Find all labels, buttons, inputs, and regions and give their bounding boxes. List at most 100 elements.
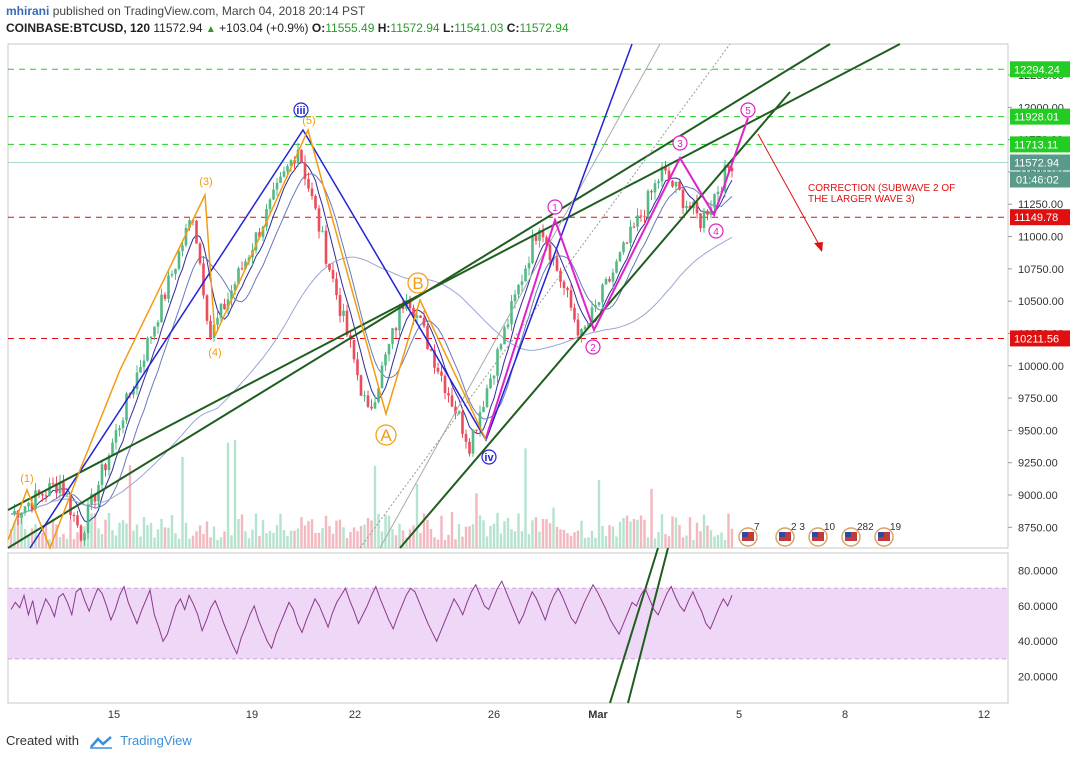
candle-body [300,149,303,163]
tradingview-link[interactable]: TradingView [120,733,192,748]
candle-body [632,226,636,228]
candle-body [342,310,345,316]
volume-bar [650,488,653,548]
symbol-label[interactable]: COINBASE:BTCUSD, 120 [6,21,151,35]
volume-bar [230,535,233,548]
candle-body [317,208,321,232]
x-tick-label: 12 [978,709,990,721]
volume-bar [622,517,625,548]
volume-bar [419,533,422,548]
volume-bar [177,538,181,548]
candle-body [639,215,643,217]
volume-bar [706,525,709,548]
volume-bar [482,520,485,548]
volume-bar [237,518,240,548]
open-label: O: [311,21,326,35]
volume-bar [114,535,118,548]
volume-bar [408,529,412,548]
flag-canton-icon [742,532,748,537]
price-label-box [1010,330,1070,347]
candle-body [205,295,209,321]
rsi-tick-label: 40.0000 [1018,636,1058,648]
candle-body [401,306,405,309]
volume-bar [583,538,587,548]
candle-body [13,510,16,515]
volume-bar [629,521,632,548]
candle-body [415,315,419,318]
volume-bar [240,514,244,548]
candle-body [587,322,590,327]
volume-bar [685,535,688,548]
candle-body [384,354,387,366]
moving-average-line [10,237,733,516]
y-tick-label: 11250.00 [1018,199,1063,211]
volume-bar [328,526,331,548]
candle-body [429,348,433,351]
rsi-tick-label: 20.0000 [1018,672,1058,684]
candle-body [51,483,55,485]
candle-body [478,411,482,430]
low-value: 11541.03 [454,21,504,35]
candle-body [72,515,76,517]
candle-body [307,178,310,189]
volume-bar [69,519,72,548]
volume-bar [107,512,111,548]
candle-body [258,232,261,238]
candle-body [657,181,660,184]
candle-body [202,263,205,296]
wave-label: 1 [552,203,558,214]
y-tick-label: 10750.00 [1018,264,1064,276]
volume-bar [366,517,370,548]
candle-body [520,281,524,285]
candle-body [702,210,706,229]
wave-label-ring [740,102,756,118]
author-name[interactable]: mhirani [6,4,50,18]
volume-bar [436,539,440,548]
volume-bar [265,533,268,548]
close-label: C: [506,21,520,35]
candle-body [41,494,44,496]
x-tick-label: Mar [588,709,608,721]
wave-label-ring [585,339,601,355]
volume-bar [286,535,289,548]
candle-body [30,502,34,510]
volume-bar [293,530,296,548]
green-rsi-line-2 [627,547,669,704]
candle-body [608,279,611,282]
volume-bar [300,517,303,548]
candle-body [338,295,342,316]
volume-bar [405,537,408,548]
candle-body [545,237,548,245]
volume-bar [597,480,601,548]
candle-body [713,194,716,208]
volume-bar [566,533,569,548]
volume-bar [51,519,55,548]
up-triangle-icon: ▲ [205,24,216,35]
wave-label-ring [481,449,497,465]
volume-bar [590,530,594,548]
candle-body [149,336,153,338]
candle-body [674,181,678,187]
x-tick-label: 22 [349,709,361,721]
candle-body [286,165,289,172]
wave-label: A [380,426,392,445]
volume-bar [636,519,639,548]
candle-body [352,339,356,360]
candle-body [366,395,370,407]
volume-bar [363,524,366,548]
candle-body [359,375,363,396]
candle-body [629,226,632,243]
volume-bar [219,537,223,548]
candle-body [139,367,142,373]
news-count: 10 [824,522,836,533]
volume-bar [555,526,559,548]
volume-bar [331,533,335,548]
volume-bar [695,522,699,548]
volume-bar [118,522,121,548]
volume-bar [76,532,79,548]
candle-body [412,307,415,318]
volume-bar [275,525,279,548]
price-chart[interactable]: 8750.00 9000.00 9250.00 9500.00 9750.00 10000… [0,0,1074,730]
tradingview-logo-icon[interactable] [89,735,113,749]
candle-body [485,388,489,407]
